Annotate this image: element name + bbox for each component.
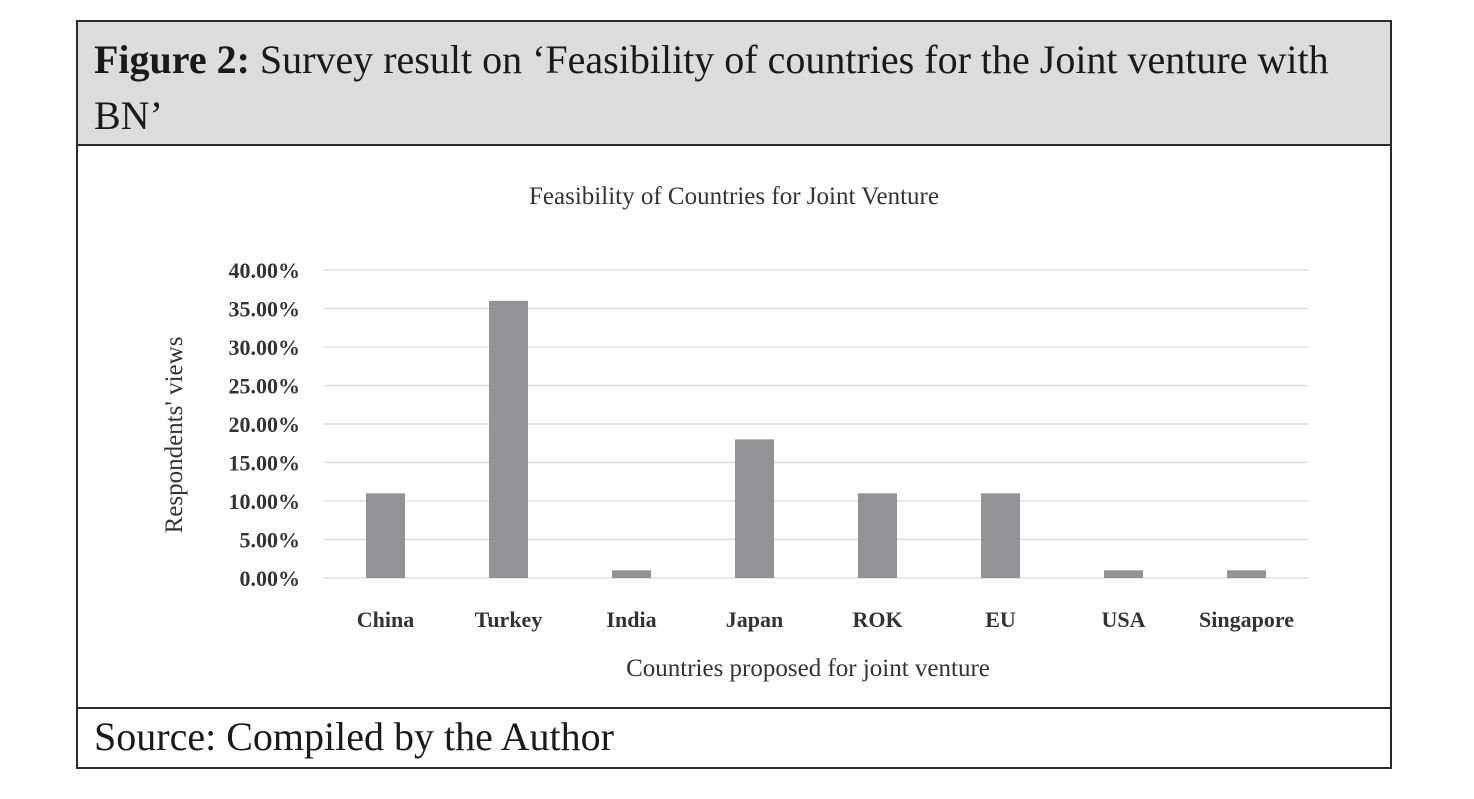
bar-rok [858, 493, 897, 578]
y-tick-label: 20.00% [229, 412, 301, 437]
bar-china [366, 493, 405, 578]
bar-singapore [1227, 570, 1266, 578]
bar-eu [981, 493, 1020, 578]
bar-turkey [489, 300, 528, 578]
y-tick-label: 25.00% [229, 374, 301, 399]
y-tick-label: 10.00% [229, 489, 301, 514]
y-tick-label: 0.00% [240, 566, 301, 591]
x-tick-label: China [357, 607, 414, 632]
x-tick-label: Singapore [1199, 607, 1294, 632]
x-tick-label: India [606, 607, 656, 632]
bar-usa [1104, 570, 1143, 578]
x-tick-label: Turkey [475, 607, 543, 632]
y-tick-label: 30.00% [229, 335, 301, 360]
x-tick-label: USA [1101, 607, 1145, 632]
bar-india [612, 570, 651, 578]
gridlines [324, 269, 1308, 579]
x-axis-ticks: China Turkey India Japan ROK EU USA Singapore [357, 607, 1294, 632]
x-tick-label: Japan [726, 607, 783, 632]
y-tick-label: 5.00% [240, 528, 301, 553]
figure-title: Survey result on ‘Feasibility of countri… [94, 37, 1329, 138]
x-tick-label: EU [985, 607, 1016, 632]
x-tick-label: ROK [852, 607, 902, 632]
y-tick-label: 15.00% [229, 451, 301, 476]
bar-chart: Feasibility of Countries for Joint Ventu… [161, 183, 1308, 682]
bar-japan [735, 439, 774, 578]
y-tick-label: 40.00% [229, 258, 301, 283]
figure-label: Figure 2: [94, 37, 250, 82]
figure-source: Source: Compiled by the Author [78, 707, 1390, 767]
chart-title: Feasibility of Countries for Joint Ventu… [529, 183, 939, 210]
y-tick-label: 35.00% [229, 297, 301, 322]
figure-frame: Figure 2: Survey result on ‘Feasibility … [76, 20, 1392, 769]
y-axis-ticks: 0.00% 5.00% 10.00% 15.00% 20.00% 25.00% 30.00%… [229, 258, 301, 591]
figure-caption: Figure 2: Survey result on ‘Feasibility … [78, 22, 1390, 146]
y-axis-label: Respondents' views [161, 337, 188, 534]
chart-area: Feasibility of Countries for Joint Ventu… [78, 146, 1390, 709]
bars [366, 300, 1266, 578]
x-axis-label: Countries proposed for joint venture [626, 655, 990, 682]
